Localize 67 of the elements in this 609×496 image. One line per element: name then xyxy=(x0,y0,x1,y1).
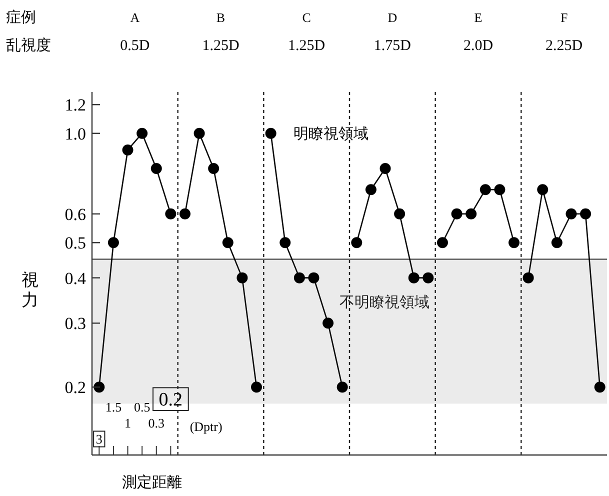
point xyxy=(408,272,420,284)
point xyxy=(551,237,562,248)
band-label: 不明瞭視領域 xyxy=(340,294,430,312)
point xyxy=(466,208,477,220)
point xyxy=(451,208,462,220)
x-tick-label: 0.2 xyxy=(158,390,183,411)
y-tick-label: 1.2 xyxy=(64,96,86,115)
point xyxy=(280,237,291,248)
text: E xyxy=(474,10,482,25)
point xyxy=(522,272,534,284)
point xyxy=(179,208,190,220)
x-tick-label: 1 xyxy=(124,416,132,431)
y-tick-label: 0.5 xyxy=(64,234,86,253)
text: B xyxy=(216,10,226,25)
text: D xyxy=(388,10,398,25)
text: A xyxy=(130,10,140,25)
point xyxy=(94,382,105,393)
point xyxy=(508,237,520,248)
text: 1.25D xyxy=(288,38,326,54)
point xyxy=(208,163,220,174)
point xyxy=(580,208,592,220)
y-tick-label: 0.3 xyxy=(64,314,86,334)
point xyxy=(422,272,434,284)
text: 1.75D xyxy=(374,38,412,54)
point xyxy=(380,163,391,174)
text: 2.0D xyxy=(463,38,494,54)
text: 2.25D xyxy=(546,38,583,54)
y-tick-label: 0.4 xyxy=(64,268,86,288)
point xyxy=(566,208,577,220)
x-tick-label: 1.5 xyxy=(105,400,122,415)
point xyxy=(265,128,276,139)
text: 1.25D xyxy=(202,38,240,54)
point xyxy=(336,382,348,393)
text: C xyxy=(302,10,311,25)
y-axis-title: 視力 xyxy=(22,270,38,310)
text: 0.5D xyxy=(120,38,150,54)
point xyxy=(308,272,320,284)
x-tick-label: 0.5 xyxy=(134,400,150,415)
point xyxy=(351,237,362,248)
point xyxy=(436,237,448,248)
point xyxy=(136,128,148,139)
text: 症例 xyxy=(6,9,36,26)
y-tick-label: 0.2 xyxy=(64,378,86,398)
point xyxy=(537,184,548,196)
point xyxy=(222,237,234,248)
point xyxy=(150,163,162,174)
point xyxy=(294,272,305,284)
x-axis-title: 測定距離 xyxy=(122,474,182,491)
point xyxy=(322,318,334,329)
point xyxy=(494,184,506,196)
point xyxy=(394,208,406,220)
x-tick-label: 3 xyxy=(96,432,102,447)
point xyxy=(251,382,262,393)
y-tick-label: 0.6 xyxy=(64,204,86,224)
annotation: 明瞭視領域 xyxy=(294,125,369,142)
point xyxy=(108,237,119,248)
text: 乱視度 xyxy=(6,37,51,54)
point xyxy=(194,128,205,139)
y-tick-label: 1.0 xyxy=(64,124,86,144)
point xyxy=(122,144,134,156)
annotation: (Dptr) xyxy=(190,419,222,434)
point xyxy=(480,184,491,196)
point xyxy=(594,382,606,393)
point xyxy=(165,208,176,220)
point xyxy=(236,272,248,284)
text: F xyxy=(560,10,568,25)
point xyxy=(365,184,376,196)
